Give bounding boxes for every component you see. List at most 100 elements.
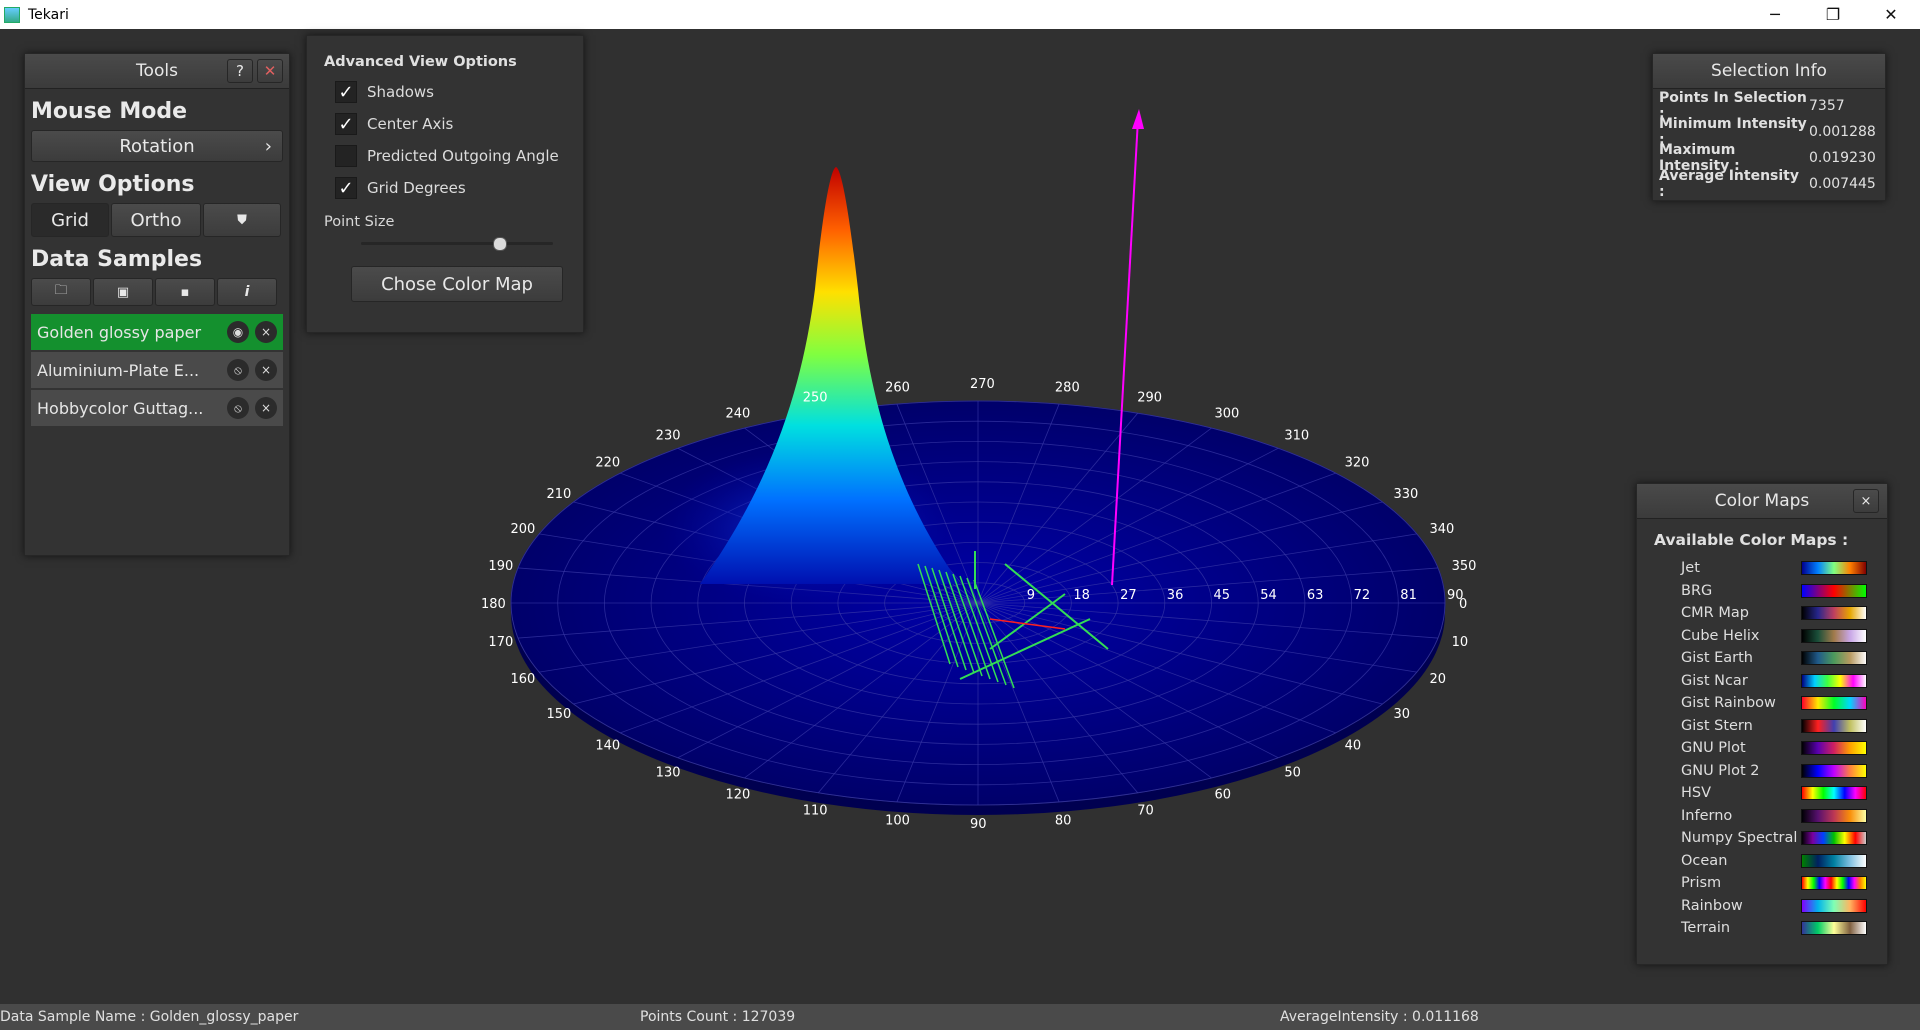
checkbox-empty[interactable] bbox=[335, 145, 357, 167]
eye-icon[interactable]: ◉ bbox=[227, 321, 249, 343]
3d-viewport[interactable]: 9 18 27 36 45 54 63 72 81 90 0 10 20 30 40 50 60 70 80 90 10… bbox=[0, 29, 1920, 1004]
selection-stroke bbox=[973, 579, 1015, 689]
color-map-name: Inferno bbox=[1681, 807, 1733, 824]
color-map-item[interactable]: Numpy Spectral bbox=[1637, 827, 1887, 850]
eye-off-icon[interactable]: ⦸ bbox=[227, 397, 249, 419]
color-map-name: Gist Earth bbox=[1681, 650, 1753, 667]
selection-stroke bbox=[924, 565, 959, 668]
color-map-item[interactable]: HSV bbox=[1637, 782, 1887, 805]
grid-toggle[interactable]: Grid bbox=[31, 203, 109, 237]
polar-plot[interactable]: 9 18 27 36 45 54 63 72 81 90010203040506070809010… bbox=[0, 29, 1920, 1004]
point-size-slider[interactable] bbox=[361, 230, 553, 256]
ring-label: 45 bbox=[1214, 588, 1231, 603]
color-map-item[interactable]: Gist Rainbow bbox=[1637, 692, 1887, 715]
selection-max-row: Maximum Intensity : 0.019230 bbox=[1653, 142, 1885, 174]
grid-spoke bbox=[977, 501, 1383, 604]
azimuth-label: 0 bbox=[1459, 597, 1467, 612]
azimuth-label: 110 bbox=[803, 804, 828, 819]
shield-icon[interactable]: ⛊ bbox=[203, 203, 281, 237]
color-map-item[interactable]: BRG bbox=[1637, 580, 1887, 603]
grid-degrees-option[interactable]: ✓ Grid Degrees bbox=[307, 172, 583, 204]
color-map-swatch bbox=[1801, 696, 1867, 711]
ring-label: 90 bbox=[1447, 588, 1464, 603]
close-icon[interactable]: × bbox=[1853, 489, 1879, 513]
eye-off-icon[interactable]: ⦸ bbox=[227, 359, 249, 381]
color-map-item[interactable]: GNU Plot bbox=[1637, 737, 1887, 760]
ring-label: 63 bbox=[1307, 588, 1324, 603]
selection-info-header: Selection Info bbox=[1653, 54, 1885, 89]
mouse-mode-title: Mouse Mode bbox=[31, 99, 188, 124]
azimuth-label: 90 bbox=[970, 817, 987, 832]
color-map-swatch bbox=[1801, 853, 1867, 868]
mouse-mode-button[interactable]: Rotation › bbox=[31, 130, 283, 162]
info-value: 0.007445 bbox=[1809, 176, 1876, 192]
choose-color-map-button[interactable]: Chose Color Map bbox=[351, 266, 563, 302]
sample-row[interactable]: Aluminium-Plate E... ⦸ × bbox=[31, 352, 283, 388]
window-title: Tekari bbox=[28, 6, 69, 23]
predicted-outgoing-angle-option[interactable]: Predicted Outgoing Angle bbox=[307, 140, 583, 172]
minimize-button[interactable]: ─ bbox=[1770, 5, 1780, 24]
color-map-name: Cube Helix bbox=[1681, 627, 1760, 644]
color-map-name: Gist Rainbow bbox=[1681, 695, 1776, 712]
close-window-button[interactable]: ✕ bbox=[1884, 5, 1898, 24]
shadows-option[interactable]: ✓ Shadows bbox=[307, 76, 583, 108]
selection-stroke bbox=[966, 577, 1007, 686]
ring-label: 27 bbox=[1120, 588, 1137, 603]
center-axis-option[interactable]: ✓ Center Axis bbox=[307, 108, 583, 140]
tools-panel: Tools ? ✕ Mouse Mode Rotation › View Opt… bbox=[24, 53, 290, 556]
color-map-item[interactable]: Inferno bbox=[1637, 805, 1887, 828]
color-map-item[interactable]: Terrain bbox=[1637, 917, 1887, 940]
selection-stroke bbox=[917, 563, 951, 665]
color-map-item[interactable]: Jet bbox=[1637, 557, 1887, 580]
color-map-swatch bbox=[1801, 876, 1867, 891]
check-icon[interactable]: ✓ bbox=[335, 113, 357, 135]
axis-red-line bbox=[989, 618, 1066, 630]
color-map-name: Gist Stern bbox=[1681, 717, 1753, 734]
azimuth-label: 200 bbox=[510, 522, 535, 537]
save-icon[interactable]: ▪ bbox=[155, 278, 215, 306]
grid-spoke bbox=[977, 412, 1139, 604]
color-map-item[interactable]: Gist Stern bbox=[1637, 715, 1887, 738]
color-map-item[interactable]: Ocean bbox=[1637, 850, 1887, 873]
color-map-swatch bbox=[1801, 673, 1867, 688]
check-icon[interactable]: ✓ bbox=[335, 177, 357, 199]
help-button[interactable]: ? bbox=[227, 59, 253, 83]
selection-info-panel: Selection Info Points In Selection :7357… bbox=[1652, 53, 1886, 201]
color-map-item[interactable]: Gist Ncar bbox=[1637, 670, 1887, 693]
color-map-item[interactable]: Cube Helix bbox=[1637, 625, 1887, 648]
sample-row[interactable]: Golden glossy paper ◉ × bbox=[31, 314, 283, 350]
color-map-item[interactable]: GNU Plot 2 bbox=[1637, 760, 1887, 783]
color-map-swatch bbox=[1801, 786, 1867, 801]
color-map-name: BRG bbox=[1681, 582, 1713, 599]
color-map-item[interactable]: Rainbow bbox=[1637, 895, 1887, 918]
color-map-swatch bbox=[1801, 808, 1867, 823]
color-map-name: Rainbow bbox=[1681, 897, 1743, 914]
remove-sample-button[interactable]: × bbox=[255, 397, 277, 419]
maximize-button[interactable]: ❐ bbox=[1825, 5, 1841, 24]
info-icon[interactable]: i bbox=[217, 278, 277, 306]
folder-icon[interactable]: 🗀 bbox=[31, 278, 91, 306]
azimuth-label: 180 bbox=[481, 597, 506, 612]
remove-sample-button[interactable]: × bbox=[255, 321, 277, 343]
ring-label: 36 bbox=[1167, 588, 1184, 603]
remove-sample-button[interactable]: × bbox=[255, 359, 277, 381]
pin-button[interactable]: ✕ bbox=[257, 59, 283, 83]
color-map-name: GNU Plot 2 bbox=[1681, 762, 1760, 779]
sample-row[interactable]: Hobbycolor Guttag... ⦸ × bbox=[31, 390, 283, 426]
image-icon[interactable]: ▣ bbox=[93, 278, 153, 306]
check-icon[interactable]: ✓ bbox=[335, 81, 357, 103]
color-map-item[interactable]: Prism bbox=[1637, 872, 1887, 895]
option-label: Center Axis bbox=[367, 115, 454, 133]
color-map-item[interactable]: Gist Earth bbox=[1637, 647, 1887, 670]
grid-spoke bbox=[677, 602, 979, 759]
ortho-toggle[interactable]: Ortho bbox=[111, 203, 201, 237]
grid-spoke bbox=[573, 602, 979, 705]
color-map-name: Numpy Spectral bbox=[1681, 830, 1798, 847]
color-map-item[interactable]: CMR Map bbox=[1637, 602, 1887, 625]
azimuth-label: 20 bbox=[1430, 672, 1447, 687]
azimuth-label: 50 bbox=[1284, 766, 1301, 781]
slider-handle[interactable] bbox=[493, 237, 508, 251]
color-map-name: Ocean bbox=[1681, 852, 1728, 869]
grid-spoke bbox=[977, 602, 1060, 803]
azimuth-label: 140 bbox=[595, 738, 620, 753]
